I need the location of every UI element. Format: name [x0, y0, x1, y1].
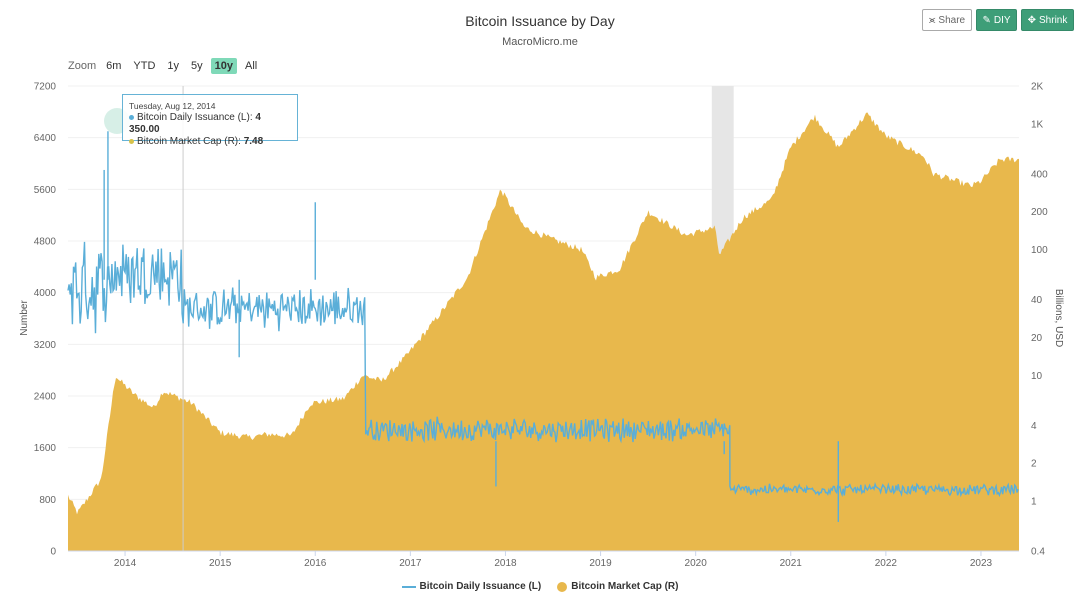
- zoom-1y-button[interactable]: 1y: [167, 60, 180, 72]
- right-tick-label: 20: [1031, 333, 1043, 344]
- left-tick-label: 0: [50, 547, 56, 558]
- tooltip-issuance-label: Bitcoin Daily Issuance (L):: [137, 112, 253, 123]
- issuance-dot-icon: [129, 114, 134, 120]
- shrink-button-label: Shrink: [1039, 14, 1068, 26]
- right-tick-label: 4: [1031, 421, 1037, 432]
- x-tick-label: 2023: [970, 558, 993, 569]
- right-tick-label: 40: [1031, 295, 1043, 306]
- tooltip-mcap-label: Bitcoin Market Cap (R):: [137, 136, 241, 147]
- left-tick-label: 5600: [34, 185, 57, 196]
- legend-item-issuance[interactable]: Bitcoin Daily Issuance (L): [401, 581, 542, 592]
- shrink-icon: ✥: [1027, 14, 1037, 26]
- tooltip-issuance-value: 4 350.00: [129, 112, 261, 135]
- x-tick-label: 2015: [209, 558, 232, 569]
- right-tick-label: 10: [1031, 371, 1043, 382]
- zoom-label: Zoom: [68, 60, 97, 72]
- line-symbol-icon: [401, 585, 416, 588]
- chart-tooltip: Tuesday, Aug 12, 2014 Bitcoin Daily Issu…: [122, 94, 298, 147]
- diy-button[interactable]: ✎ DIY: [976, 9, 1017, 31]
- share-icon: ⪤: [928, 14, 936, 26]
- legend-issuance-label: Bitcoin Daily Issuance (L): [419, 581, 542, 592]
- chart-subtitle: MacroMicro.me: [502, 36, 578, 48]
- x-tick-label: 2022: [875, 558, 898, 569]
- x-tick-label: 2020: [685, 558, 708, 569]
- left-tick-label: 2400: [34, 392, 57, 403]
- shrink-button[interactable]: ✥ Shrink: [1021, 9, 1074, 31]
- left-tick-label: 6400: [34, 133, 57, 144]
- x-tick-label: 2018: [494, 558, 517, 569]
- left-axis-title: Number: [19, 300, 30, 336]
- issuance-line: [67, 241, 1019, 498]
- right-tick-label: 200: [1031, 207, 1048, 218]
- right-tick-label: 2: [1031, 459, 1037, 470]
- right-tick-label: 1: [1031, 496, 1037, 507]
- left-tick-label: 4800: [34, 237, 57, 248]
- pencil-icon: ✎: [982, 14, 991, 26]
- left-tick-label: 7200: [34, 82, 57, 93]
- left-tick-label: 4000: [34, 288, 57, 299]
- tooltip-mcap-row: Bitcoin Market Cap (R): 7.48: [129, 136, 291, 148]
- x-tick-label: 2014: [114, 558, 137, 569]
- x-tick-label: 2021: [780, 558, 803, 569]
- left-tick-label: 800: [39, 495, 56, 506]
- right-tick-label: 400: [1031, 169, 1048, 180]
- zoom-selector: Zoom 6m YTD 1y 5y 10y All: [68, 58, 265, 74]
- zoom-all-button[interactable]: All: [245, 60, 258, 72]
- left-tick-label: 3200: [34, 340, 57, 351]
- share-button[interactable]: ⪤ Share: [922, 9, 972, 31]
- x-tick-label: 2019: [589, 558, 612, 569]
- x-tick-label: 2016: [304, 558, 327, 569]
- legend-mcap-label: Bitcoin Market Cap (R): [571, 581, 679, 592]
- chart-legend: Bitcoin Daily Issuance (L) Bitcoin Marke…: [0, 581, 1080, 592]
- left-tick-label: 1600: [34, 443, 57, 454]
- right-tick-label: 0.4: [1031, 547, 1045, 558]
- tooltip-mcap-value: 7.48: [243, 136, 264, 147]
- market-cap-area: [68, 112, 1019, 551]
- chart-title: Bitcoin Issuance by Day: [465, 13, 615, 29]
- right-tick-label: 2K: [1031, 82, 1044, 93]
- x-tick-label: 2017: [399, 558, 422, 569]
- zoom-5y-button[interactable]: 5y: [191, 60, 203, 72]
- right-tick-label: 1K: [1031, 119, 1044, 130]
- zoom-10y-button[interactable]: 10y: [210, 58, 238, 74]
- zoom-6m-button[interactable]: 6m: [106, 60, 122, 72]
- share-button-label: Share: [938, 14, 966, 26]
- tooltip-date: Tuesday, Aug 12, 2014: [129, 101, 216, 111]
- circle-symbol-icon: [557, 581, 568, 592]
- diy-button-label: DIY: [993, 14, 1011, 26]
- legend-item-mcap[interactable]: Bitcoin Market Cap (R): [557, 581, 678, 592]
- mcap-dot-icon: [129, 138, 134, 144]
- tooltip-issuance-row: Bitcoin Daily Issuance (L): 4 350.00: [129, 112, 291, 136]
- zoom-ytd-button[interactable]: YTD: [133, 60, 156, 72]
- right-axis-title: Billions, USD: [1053, 289, 1064, 347]
- right-tick-label: 100: [1031, 245, 1048, 256]
